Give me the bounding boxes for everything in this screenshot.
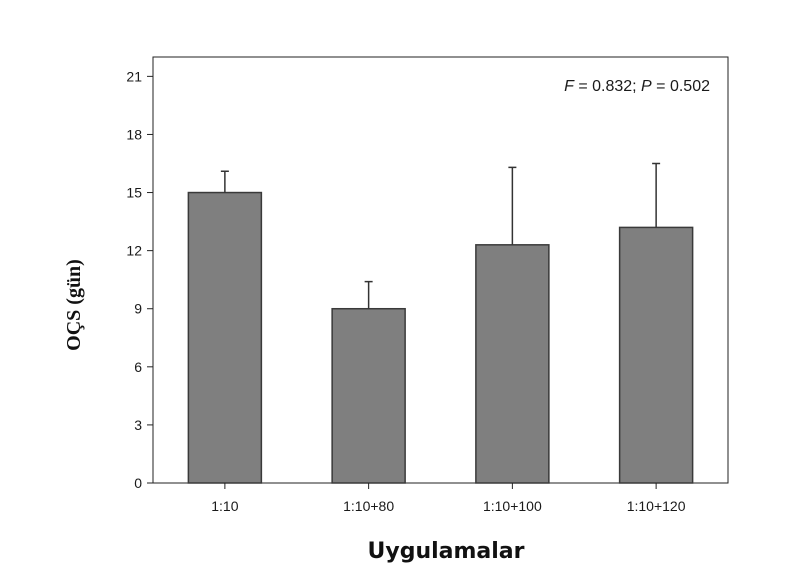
bars xyxy=(187,162,694,484)
x-tick-label: 1:10+80 xyxy=(343,498,394,514)
bar xyxy=(618,226,694,484)
x-axis: 1:10 1:10+80 1:10+100 1:10+120 xyxy=(211,483,686,514)
bar xyxy=(331,307,406,484)
y-tick-label: 6 xyxy=(134,359,142,375)
x-axis-title: Uygulamalar xyxy=(367,539,524,564)
y-tick-label: 18 xyxy=(126,126,142,142)
x-tick-label: 1:10+100 xyxy=(483,498,542,514)
y-tick-label: 15 xyxy=(126,185,142,201)
bar xyxy=(475,244,550,484)
x-tick-label: 1:10+120 xyxy=(627,498,686,514)
plot-frame xyxy=(152,56,729,484)
y-tick-label: 21 xyxy=(126,68,142,84)
stats-annotation: F = 0.832; P = 0.502 xyxy=(564,78,710,95)
y-axis-title: OÇS (gün) xyxy=(63,259,85,351)
y-tick-label: 0 xyxy=(134,475,142,491)
y-tick-label: 3 xyxy=(134,417,142,433)
y-tick-label: 12 xyxy=(126,243,142,259)
y-tick-label: 9 xyxy=(134,301,142,317)
y-axis: 0 3 6 9 12 15 18 21 xyxy=(126,68,153,491)
x-tick-label: 1:10 xyxy=(211,498,238,514)
bar xyxy=(187,191,263,484)
